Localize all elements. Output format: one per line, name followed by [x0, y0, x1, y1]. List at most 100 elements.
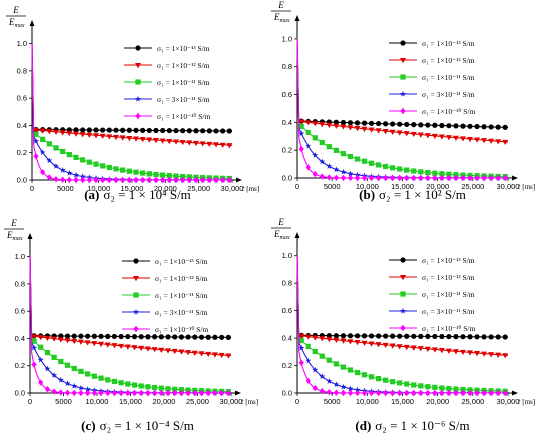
series-marker-2	[111, 378, 118, 385]
series-marker-0	[375, 333, 382, 339]
series-marker-4	[98, 389, 104, 397]
series-marker-2	[312, 348, 318, 355]
series-marker-4	[140, 176, 146, 184]
legend-label-2: σ₁ = 1×10⁻¹¹ S/m	[422, 290, 475, 299]
series-marker-2	[78, 368, 84, 374]
caption-d-text: σ₂ = 1 × 10⁻⁶ S/m	[375, 418, 470, 433]
series-marker-1	[333, 337, 340, 343]
y-axis-arrow	[294, 232, 300, 238]
series-marker-0	[361, 333, 368, 339]
series-marker-1	[319, 336, 326, 342]
series-marker-2	[411, 382, 417, 388]
series-marker-4	[192, 389, 198, 397]
series-marker-0	[368, 120, 375, 126]
series-marker-4	[46, 174, 52, 181]
legend-label-0: σ₁ = 1×10⁻¹³ S/m	[422, 256, 475, 265]
legend-marker-4	[400, 324, 406, 332]
series-marker-2	[298, 123, 304, 129]
series-marker-4	[361, 174, 368, 182]
series-marker-4	[85, 389, 91, 397]
series-marker-0	[145, 334, 151, 340]
series-marker-1	[452, 349, 459, 355]
legend-marker-1	[400, 58, 406, 64]
series-marker-4	[93, 176, 99, 184]
series-marker-4	[397, 389, 403, 397]
series-marker-4	[453, 389, 459, 397]
series-marker-2	[38, 344, 44, 350]
series-marker-3	[326, 163, 333, 169]
series-marker-4	[78, 389, 84, 397]
y-label-denominator: Emax	[273, 229, 290, 241]
series-marker-2	[375, 162, 382, 168]
series-marker-4	[319, 173, 325, 180]
series-marker-4	[390, 389, 396, 397]
series-marker-3	[354, 386, 361, 393]
series-marker-0	[425, 333, 431, 340]
series-marker-1	[178, 349, 185, 355]
series-marker-1	[396, 344, 403, 350]
series-marker-2	[53, 145, 59, 151]
series-marker-1	[424, 346, 431, 352]
series-marker-0	[474, 123, 480, 130]
series-marker-0	[368, 333, 375, 339]
y-tick-label: 0.8	[15, 279, 25, 288]
series-marker-0	[340, 119, 347, 126]
caption-c-label: (c)	[81, 418, 96, 433]
series-marker-4	[64, 389, 71, 397]
series-marker-4	[460, 389, 466, 397]
series-marker-4	[80, 176, 86, 184]
legend-marker-0	[133, 258, 139, 264]
x-tick-label: 10,000	[86, 397, 109, 406]
series-marker-1	[104, 342, 111, 348]
x-tick-label: 0	[28, 397, 32, 406]
series-marker-0	[160, 127, 166, 134]
series-marker-1	[403, 344, 410, 351]
series-marker-1	[424, 133, 431, 139]
series-marker-2	[160, 172, 166, 178]
series-marker-0	[333, 119, 339, 125]
series-marker-2	[305, 343, 311, 349]
series-marker-4	[186, 176, 192, 184]
series-marker-2	[172, 386, 178, 392]
series-marker-1	[158, 347, 165, 353]
series-marker-0	[460, 334, 466, 340]
series-marker-1	[361, 126, 368, 133]
series-marker-1	[139, 136, 146, 143]
chart-panel-3: 0 5000 10,000 15,000 20,000 25,000 30,000 0.0 0.…	[271, 217, 535, 406]
series-marker-0	[333, 333, 339, 339]
x-axis-label-var: t	[242, 184, 246, 193]
series-marker-3	[72, 171, 80, 178]
series-marker-1	[382, 342, 389, 349]
y-tick-label: 0.2	[15, 361, 25, 370]
series-marker-4	[205, 389, 211, 397]
series-marker-4	[383, 174, 389, 182]
series-marker-2	[31, 338, 37, 344]
y-label-denominator: Emax	[273, 12, 290, 24]
series-marker-0	[467, 123, 473, 129]
series-marker-1	[165, 348, 172, 354]
series-marker-1	[481, 351, 488, 357]
series-marker-1	[205, 351, 212, 358]
legend-marker-4	[400, 107, 406, 115]
series-marker-4	[71, 389, 77, 397]
series-marker-1	[138, 345, 145, 352]
series-marker-4	[40, 168, 46, 176]
series-marker-0	[481, 334, 487, 340]
series-marker-4	[404, 174, 410, 182]
series-marker-1	[305, 334, 312, 340]
series-marker-0	[453, 123, 459, 129]
series-marker-1	[459, 136, 466, 142]
x-axis-arrow	[512, 175, 518, 181]
series-marker-2	[383, 163, 389, 170]
series-marker-2	[51, 354, 57, 360]
y-label-subscript: max	[15, 23, 25, 29]
x-axis-label-var: t	[241, 397, 245, 406]
series-marker-4	[31, 361, 37, 368]
series-marker-1	[438, 348, 445, 354]
series-marker-0	[354, 120, 361, 126]
series-marker-4	[502, 389, 508, 397]
series-marker-1	[225, 353, 232, 359]
series-marker-1	[410, 345, 417, 351]
series-marker-1	[219, 142, 226, 148]
series-marker-4	[481, 174, 487, 182]
